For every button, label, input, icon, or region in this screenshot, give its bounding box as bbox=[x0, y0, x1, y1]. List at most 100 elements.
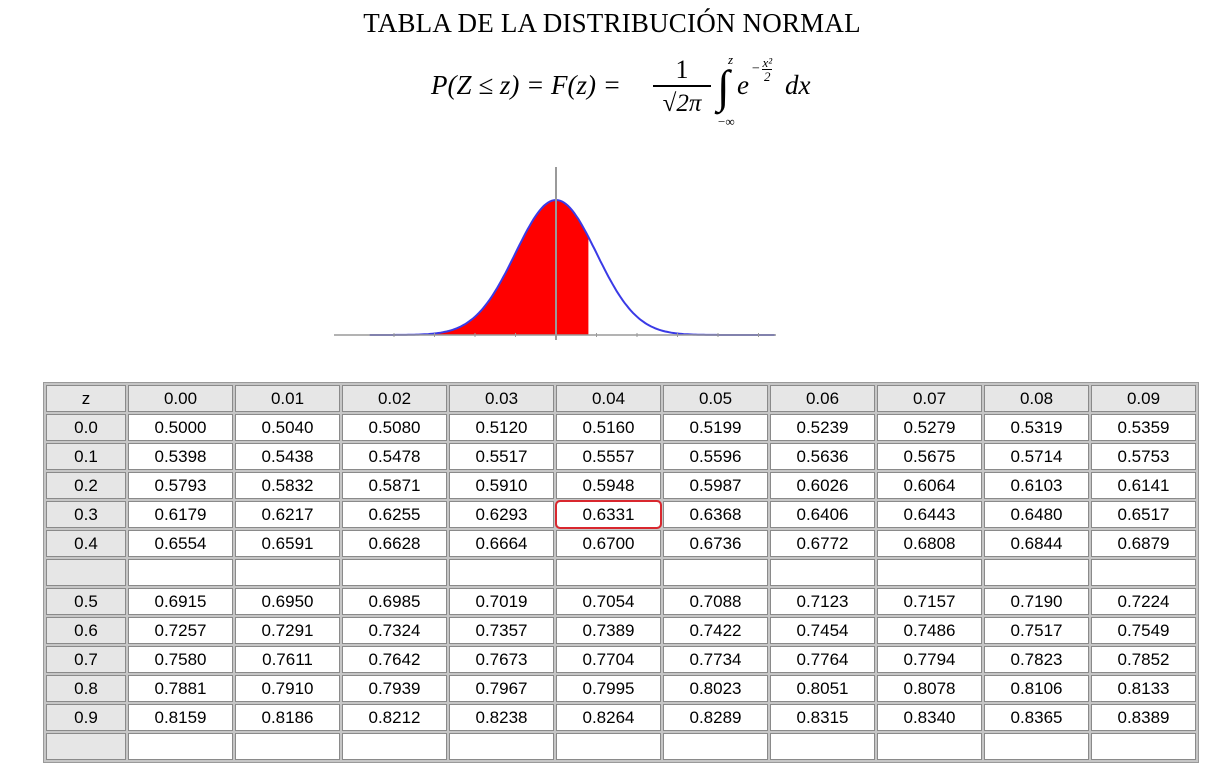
table-cell bbox=[984, 559, 1089, 586]
integral-sign: ∫ bbox=[717, 61, 730, 112]
row-z-label: 0.5 bbox=[46, 588, 126, 615]
table-row: 0.5 0.6915 0.6950 0.6985 0.7019 0.7054 0.7088 0… bbox=[46, 588, 1196, 615]
table-cell: 0.6293 bbox=[449, 501, 554, 528]
table-cell: 0.5714 bbox=[984, 443, 1089, 470]
table-cell: 0.5753 bbox=[1091, 443, 1196, 470]
table-cell bbox=[235, 733, 340, 760]
table-cell: 0.6255 bbox=[342, 501, 447, 528]
table-row: 0.2 0.5793 0.5832 0.5871 0.5910 0.5948 0.5987 0… bbox=[46, 472, 1196, 499]
table-cell: 0.5557 bbox=[556, 443, 661, 470]
row-z-label: 0.8 bbox=[46, 675, 126, 702]
table-cell: 0.8212 bbox=[342, 704, 447, 731]
row-z-label: 0.3 bbox=[46, 501, 126, 528]
integral-upper-limit: z bbox=[728, 52, 734, 67]
table-cell bbox=[770, 559, 875, 586]
table-cell: 0.7357 bbox=[449, 617, 554, 644]
header-cell: 0.03 bbox=[449, 385, 554, 412]
table-cell: 0.8051 bbox=[770, 675, 875, 702]
row-z-label: 0.6 bbox=[46, 617, 126, 644]
exponential-base: e bbox=[737, 70, 749, 100]
table-cell: 0.6950 bbox=[235, 588, 340, 615]
fraction-bar bbox=[653, 85, 711, 87]
table-cell bbox=[449, 559, 554, 586]
row-z-label: 0.0 bbox=[46, 414, 126, 441]
table-header-row: z 0.00 0.01 0.02 0.03 0.04 0.05 0.06 0.07 0.08 0.0… bbox=[46, 385, 1196, 412]
table-cell: 0.7794 bbox=[877, 646, 982, 673]
table-cell: 0.7324 bbox=[342, 617, 447, 644]
table-cell: 0.5319 bbox=[984, 414, 1089, 441]
table-cell: 0.5478 bbox=[342, 443, 447, 470]
table-cell: 0.5517 bbox=[449, 443, 554, 470]
table-cell: 0.8289 bbox=[663, 704, 768, 731]
header-cell: 0.04 bbox=[556, 385, 661, 412]
table-cell: 0.6879 bbox=[1091, 530, 1196, 557]
shaded-area bbox=[369, 200, 589, 335]
table-row: 0.3 0.6179 0.6217 0.6255 0.6293 0.6331 0.6368 0… bbox=[46, 500, 1196, 529]
table-cell: 0.7422 bbox=[663, 617, 768, 644]
exponent-denominator: 2 bbox=[764, 69, 771, 84]
table-cell bbox=[235, 559, 340, 586]
header-cell: 0.09 bbox=[1091, 385, 1196, 412]
formula-lhs: P(Z ≤ z) = F(z) = bbox=[431, 70, 621, 100]
table-cell: 0.6700 bbox=[556, 530, 661, 557]
table-cell bbox=[1091, 559, 1196, 586]
table-cell: 0.6480 bbox=[984, 501, 1089, 528]
table-cell: 0.5910 bbox=[449, 472, 554, 499]
table-cell: 0.7910 bbox=[235, 675, 340, 702]
table-cell bbox=[449, 733, 554, 760]
table-cell: 0.8133 bbox=[1091, 675, 1196, 702]
table-cell bbox=[342, 559, 447, 586]
table-cell: 0.7549 bbox=[1091, 617, 1196, 644]
table-cell bbox=[663, 733, 768, 760]
integral-lower-limit: −∞ bbox=[718, 114, 735, 129]
row-z-label: 0.1 bbox=[46, 443, 126, 470]
table-cell bbox=[663, 559, 768, 586]
table-cell: 0.6517 bbox=[1091, 501, 1196, 528]
table-cell: 0.6179 bbox=[128, 501, 233, 528]
row-z-label bbox=[46, 733, 126, 760]
table-cell: 0.7823 bbox=[984, 646, 1089, 673]
table-cell: 0.6664 bbox=[449, 530, 554, 557]
table-cell: 0.5080 bbox=[342, 414, 447, 441]
table-cell: 0.5987 bbox=[663, 472, 768, 499]
table-cell bbox=[556, 559, 661, 586]
formula-numerator: 1 bbox=[675, 55, 689, 84]
table-cell: 0.6628 bbox=[342, 530, 447, 557]
table-cell: 0.6985 bbox=[342, 588, 447, 615]
table-cell: 0.6064 bbox=[877, 472, 982, 499]
table-cell: 0.7291 bbox=[235, 617, 340, 644]
table-row: 0.4 0.6554 0.6591 0.6628 0.6664 0.6700 0.6736 0… bbox=[46, 530, 1196, 557]
table-cell: 0.8238 bbox=[449, 704, 554, 731]
table-cell: 0.7642 bbox=[342, 646, 447, 673]
table-cell: 0.7454 bbox=[770, 617, 875, 644]
table-cell: 0.5199 bbox=[663, 414, 768, 441]
row-z-label: 0.2 bbox=[46, 472, 126, 499]
table-cell: 0.6736 bbox=[663, 530, 768, 557]
table-cell: 0.7995 bbox=[556, 675, 661, 702]
table-cell: 0.7580 bbox=[128, 646, 233, 673]
table-cell: 0.7517 bbox=[984, 617, 1089, 644]
table-cell: 0.6591 bbox=[235, 530, 340, 557]
table-cell bbox=[128, 559, 233, 586]
exponent-numerator: x² bbox=[762, 55, 773, 70]
table-cell: 0.7764 bbox=[770, 646, 875, 673]
table-cell: 0.6368 bbox=[663, 501, 768, 528]
exponent: − x² 2 bbox=[751, 55, 773, 84]
row-z-label bbox=[46, 559, 126, 586]
table-cell: 0.7939 bbox=[342, 675, 447, 702]
row-z-label: 0.9 bbox=[46, 704, 126, 731]
header-cell: 0.08 bbox=[984, 385, 1089, 412]
header-cell: 0.01 bbox=[235, 385, 340, 412]
row-z-label: 0.7 bbox=[46, 646, 126, 673]
table-cell: 0.5675 bbox=[877, 443, 982, 470]
table-cell: 0.8186 bbox=[235, 704, 340, 731]
table-row bbox=[46, 559, 1196, 586]
table-cell: 0.5871 bbox=[342, 472, 447, 499]
table-cell: 0.8023 bbox=[663, 675, 768, 702]
cdf-formula: P(Z ≤ z) = F(z) = 1 √2π ∫ z −∞ e − x² 2 dx bbox=[431, 50, 851, 140]
table-cell: 0.5359 bbox=[1091, 414, 1196, 441]
table-cell: 0.7673 bbox=[449, 646, 554, 673]
table-cell: 0.5832 bbox=[235, 472, 340, 499]
table-cell bbox=[342, 733, 447, 760]
table-cell: 0.6406 bbox=[770, 501, 875, 528]
